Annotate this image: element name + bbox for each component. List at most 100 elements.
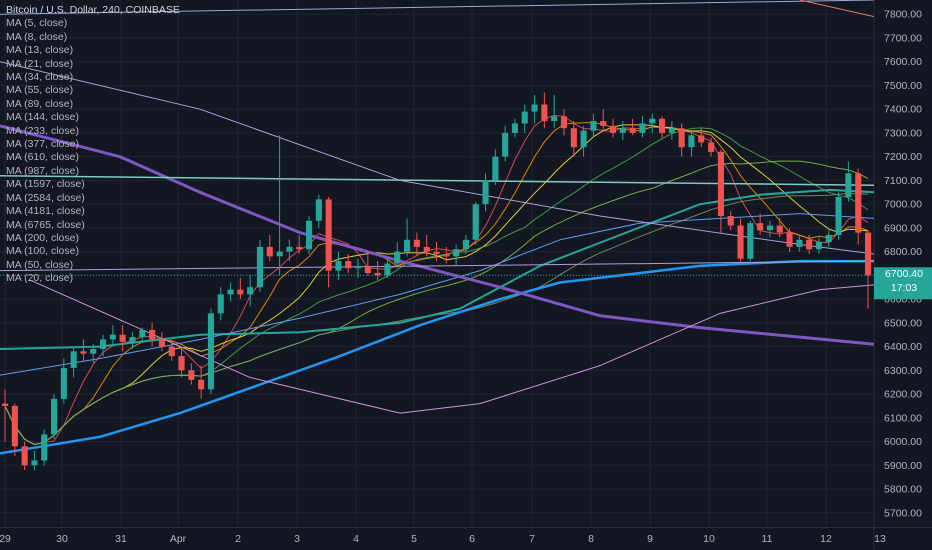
ma-line — [799, 0, 875, 18]
price-tick-label: 5900.00 — [884, 460, 922, 472]
candle-body — [570, 128, 577, 148]
candle-body — [492, 156, 499, 181]
candle-body — [717, 151, 724, 216]
candle-body — [825, 235, 832, 243]
time-tick-label: Apr — [170, 533, 187, 545]
candle-body — [21, 446, 28, 466]
candle-body — [551, 116, 558, 121]
candle-body — [217, 294, 224, 314]
candle-body — [149, 330, 156, 340]
candle-body — [2, 403, 9, 406]
candle-body — [70, 351, 77, 368]
candle-body — [276, 251, 283, 257]
candle-body — [688, 135, 695, 148]
candle-body — [796, 239, 803, 247]
candle-body — [502, 132, 509, 157]
price-tick-label: 6800.00 — [884, 246, 922, 258]
candle-body — [158, 339, 165, 347]
price-tick-label: 6000.00 — [884, 436, 922, 448]
time-tick-label: 8 — [588, 533, 594, 545]
last-price-tag: 6700.40 17:03 — [876, 267, 932, 295]
price-tick-label: 7600.00 — [884, 56, 922, 68]
ma-line — [4, 160, 869, 446]
candle-body — [119, 334, 126, 342]
candle-body — [727, 216, 734, 226]
candle-body — [413, 239, 420, 247]
candle-body — [41, 434, 48, 461]
candle-body — [266, 246, 273, 257]
time-tick-label: 12 — [820, 533, 832, 545]
candle-body — [247, 287, 254, 295]
candle-body — [325, 199, 332, 271]
price-tick-label: 6100.00 — [884, 412, 922, 424]
candle-body — [698, 135, 705, 143]
time-tick-label: 30 — [56, 533, 68, 545]
price-tick-label: 6200.00 — [884, 389, 922, 401]
ma-line — [0, 213, 875, 376]
candle-body — [374, 273, 381, 276]
candle-body — [472, 204, 479, 240]
candle-body — [237, 289, 244, 295]
candle-body — [100, 339, 107, 349]
candle-body — [139, 330, 146, 338]
candle-body — [80, 351, 87, 354]
time-tick-label: 11 — [762, 533, 773, 545]
candle-body — [423, 246, 430, 252]
candle-body — [629, 128, 636, 133]
ma-line — [4, 127, 869, 446]
candle-body — [11, 405, 18, 447]
candle-body — [482, 180, 489, 205]
time-tick-label: 29 — [0, 533, 11, 545]
candle-body — [776, 225, 783, 233]
ma-line — [0, 260, 875, 272]
candle-body — [668, 128, 675, 133]
candle-body — [188, 370, 195, 380]
last-price-value: 6700.40 — [885, 268, 923, 281]
candle-body — [51, 398, 58, 435]
time-tick-label: 2 — [235, 533, 241, 545]
time-tick-label: 5 — [411, 533, 417, 545]
candle-body — [109, 334, 116, 340]
candle-body — [757, 223, 764, 231]
candle-body — [855, 173, 862, 233]
candle-body — [678, 128, 685, 148]
price-tick-label: 7200.00 — [884, 151, 922, 163]
candle-body — [207, 313, 214, 390]
price-tick-label: 6900.00 — [884, 222, 922, 234]
candle-body — [433, 251, 440, 254]
candle-body — [815, 242, 822, 250]
candle-body — [845, 173, 852, 197]
candle-body — [306, 220, 313, 250]
candle-body — [560, 116, 567, 129]
ma-line — [0, 61, 875, 255]
time-tick-label: 4 — [353, 533, 359, 545]
candle-body — [737, 225, 744, 259]
candle-body — [168, 346, 175, 357]
time-tick-label: 31 — [115, 533, 127, 545]
candle-body — [649, 118, 656, 124]
candle-body — [60, 368, 67, 399]
candle-body — [600, 121, 607, 126]
candle-body — [178, 356, 185, 371]
candle-body — [511, 123, 518, 133]
candle-body — [198, 379, 205, 390]
candle-body — [335, 261, 342, 271]
time-tick-label: 7 — [529, 533, 535, 545]
time-tick-label: 6 — [469, 533, 475, 545]
candle-body — [531, 104, 538, 112]
price-tick-label: 5700.00 — [884, 507, 922, 519]
candle-body — [296, 246, 303, 250]
price-tick-label: 7300.00 — [884, 127, 922, 139]
candle-body — [129, 337, 136, 342]
candle-body — [394, 251, 401, 264]
candle-body — [345, 261, 352, 269]
bar-countdown: 17:03 — [890, 282, 918, 295]
candle-body — [355, 265, 362, 269]
candle-body — [443, 254, 450, 257]
candle-body — [590, 121, 597, 131]
candle-body — [659, 118, 666, 133]
price-tick-label: 7800.00 — [884, 9, 922, 21]
price-tick-label: 7400.00 — [884, 104, 922, 116]
